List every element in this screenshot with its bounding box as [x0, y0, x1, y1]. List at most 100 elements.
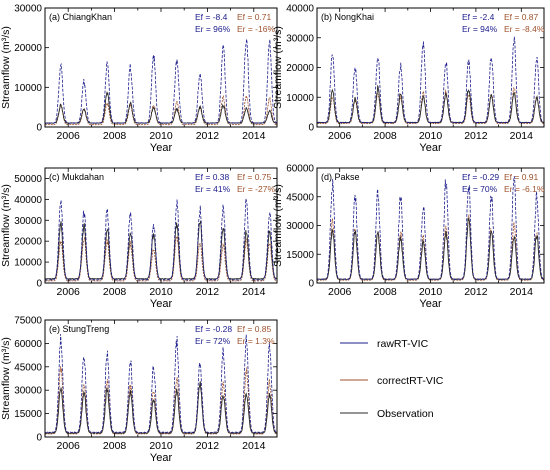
x-tick-label: 2006 — [57, 440, 81, 452]
y-axis-label: Streamflow (m³/s) — [0, 184, 12, 267]
stat-ef-correct: Ef = 0.75 — [237, 172, 272, 182]
x-tick-label: 2008 — [373, 286, 397, 298]
x-tick-label: 2010 — [419, 130, 443, 142]
x-axis-label: Year — [419, 142, 442, 154]
panel-title: (e) StungTreng — [49, 324, 109, 334]
legend-label-correct: correctRT-VIC — [377, 375, 444, 387]
x-tick-label: 2014 — [242, 440, 266, 452]
panel-title: (c) Mukdahan — [49, 172, 104, 182]
stat-ef-raw: Ef = -0.29 — [462, 172, 499, 182]
x-tick-label: 2010 — [419, 286, 443, 298]
x-tick-label: 2006 — [57, 130, 81, 142]
legend-label-obs: Observation — [377, 408, 434, 420]
stat-er-correct: Er = -16% — [237, 24, 275, 34]
y-tick-label: 50000 — [14, 174, 42, 185]
y-tick-label: 40000 — [286, 4, 314, 15]
y-tick-label: 30000 — [286, 221, 314, 232]
stat-er-correct: Er = -27% — [237, 184, 275, 194]
y-axis-label: Streamflow (m³/s) — [0, 26, 12, 109]
stat-ef-correct: Ef = 0.91 — [504, 172, 539, 182]
y-tick-label: 30000 — [14, 4, 42, 15]
x-tick-label: 2010 — [149, 286, 173, 298]
x-axis-label: Year — [419, 298, 442, 310]
y-tick-label: 0 — [308, 123, 314, 134]
y-tick-label: 30000 — [14, 386, 42, 397]
x-tick-label: 2014 — [510, 286, 534, 298]
stat-er-raw: Er = 72% — [195, 336, 231, 346]
y-tick-label: 0 — [36, 279, 42, 290]
y-tick-label: 30000 — [14, 216, 42, 227]
y-tick-label: 0 — [36, 433, 42, 444]
x-tick-label: 2008 — [103, 130, 127, 142]
x-tick-label: 2014 — [510, 130, 534, 142]
stat-er-correct: Er = -6.1% — [504, 184, 545, 194]
stat-er-correct: Er = -8.4% — [504, 24, 545, 34]
chart-panels: 0 10000 20000 30000 2006 2008 2010 2012 2014 Year… — [0, 4, 545, 465]
y-tick-label: 15000 — [14, 409, 42, 420]
x-tick-label: 2008 — [103, 286, 127, 298]
legend-label-raw: rawRT-VIC — [377, 338, 429, 350]
y-tick-label: 60000 — [286, 164, 314, 175]
x-tick-label: 2014 — [242, 130, 266, 142]
stat-er-raw: Er = 96% — [195, 24, 231, 34]
chart-panel: 0 15000 30000 45000 60000 2006 2008 2010 2012 201… — [272, 164, 545, 311]
series-line-raw — [44, 198, 278, 281]
y-tick-label: 10000 — [14, 83, 42, 94]
x-tick-label: 2010 — [149, 440, 173, 452]
series-line-raw — [45, 39, 277, 124]
x-tick-label: 2012 — [464, 130, 488, 142]
legend: rawRT-VIC correctRT-VIC Observation — [340, 338, 444, 420]
y-tick-label: 60000 — [14, 339, 42, 350]
series-line-raw — [316, 36, 545, 124]
x-tick-label: 2006 — [57, 286, 81, 298]
y-axis-label: Streamflow (m³/s) — [272, 26, 284, 109]
series-line-raw — [45, 334, 277, 434]
stat-er-raw: Er = 70% — [462, 184, 498, 194]
stat-ef-correct: Ef = 0.71 — [237, 12, 272, 22]
y-tick-label: 45000 — [14, 362, 42, 373]
stat-ef-correct: Ef = 0.87 — [504, 12, 539, 22]
y-tick-label: 10000 — [14, 258, 42, 269]
chart-panel: 0 10000 20000 30000 2006 2008 2010 2012 2014 Year… — [0, 4, 278, 154]
y-tick-label: 20000 — [14, 43, 42, 54]
x-axis-label: Year — [150, 298, 173, 310]
panel-title: (b) NongKhai — [321, 12, 374, 22]
y-tick-label: 0 — [36, 123, 42, 134]
panel-title: (a) ChiangKhan — [49, 12, 112, 22]
y-tick-label: 40000 — [14, 195, 42, 206]
y-tick-label: 10000 — [286, 93, 314, 104]
x-axis-label: Year — [150, 142, 173, 154]
panel-title: (d) Pakse — [321, 172, 360, 182]
series-line-correct — [316, 214, 545, 281]
stat-er-correct: Er = 1.3% — [237, 336, 275, 346]
y-tick-label: 0 — [308, 279, 314, 290]
x-tick-label: 2012 — [464, 286, 488, 298]
x-tick-label: 2006 — [328, 286, 352, 298]
y-tick-label: 20000 — [286, 63, 314, 74]
chart-panel: 0 10000 20000 30000 40000 50000 2006 2008 2010 20… — [0, 167, 278, 310]
x-tick-label: 2012 — [196, 440, 220, 452]
series-line-obs — [45, 381, 278, 435]
stat-er-raw: Er = 41% — [195, 184, 231, 194]
stat-ef-raw: Ef = 0.38 — [195, 172, 230, 182]
y-tick-label: 30000 — [286, 33, 314, 44]
stat-er-raw: Er = 94% — [462, 24, 498, 34]
x-tick-label: 2014 — [242, 286, 266, 298]
x-tick-label: 2008 — [103, 440, 127, 452]
x-tick-label: 2008 — [373, 130, 397, 142]
y-tick-label: 15000 — [286, 250, 314, 261]
chart-panel: 0 15000 30000 45000 60000 75000 2006 2008 2010 20… — [0, 316, 278, 464]
x-axis-label: Year — [150, 452, 173, 464]
y-axis-label: Streamflow (m³/s) — [0, 337, 12, 420]
y-tick-label: 45000 — [286, 192, 314, 203]
x-tick-label: 2006 — [328, 130, 352, 142]
x-tick-label: 2010 — [149, 130, 173, 142]
series-line-obs — [44, 220, 278, 280]
stat-ef-raw: Ef = -0.28 — [195, 324, 232, 334]
stat-ef-correct: Ef = 0.85 — [237, 324, 272, 334]
y-tick-label: 20000 — [14, 237, 42, 248]
x-tick-label: 2012 — [196, 130, 220, 142]
stat-ef-raw: Ef = -2.4 — [462, 12, 495, 22]
y-tick-label: 75000 — [14, 316, 42, 327]
